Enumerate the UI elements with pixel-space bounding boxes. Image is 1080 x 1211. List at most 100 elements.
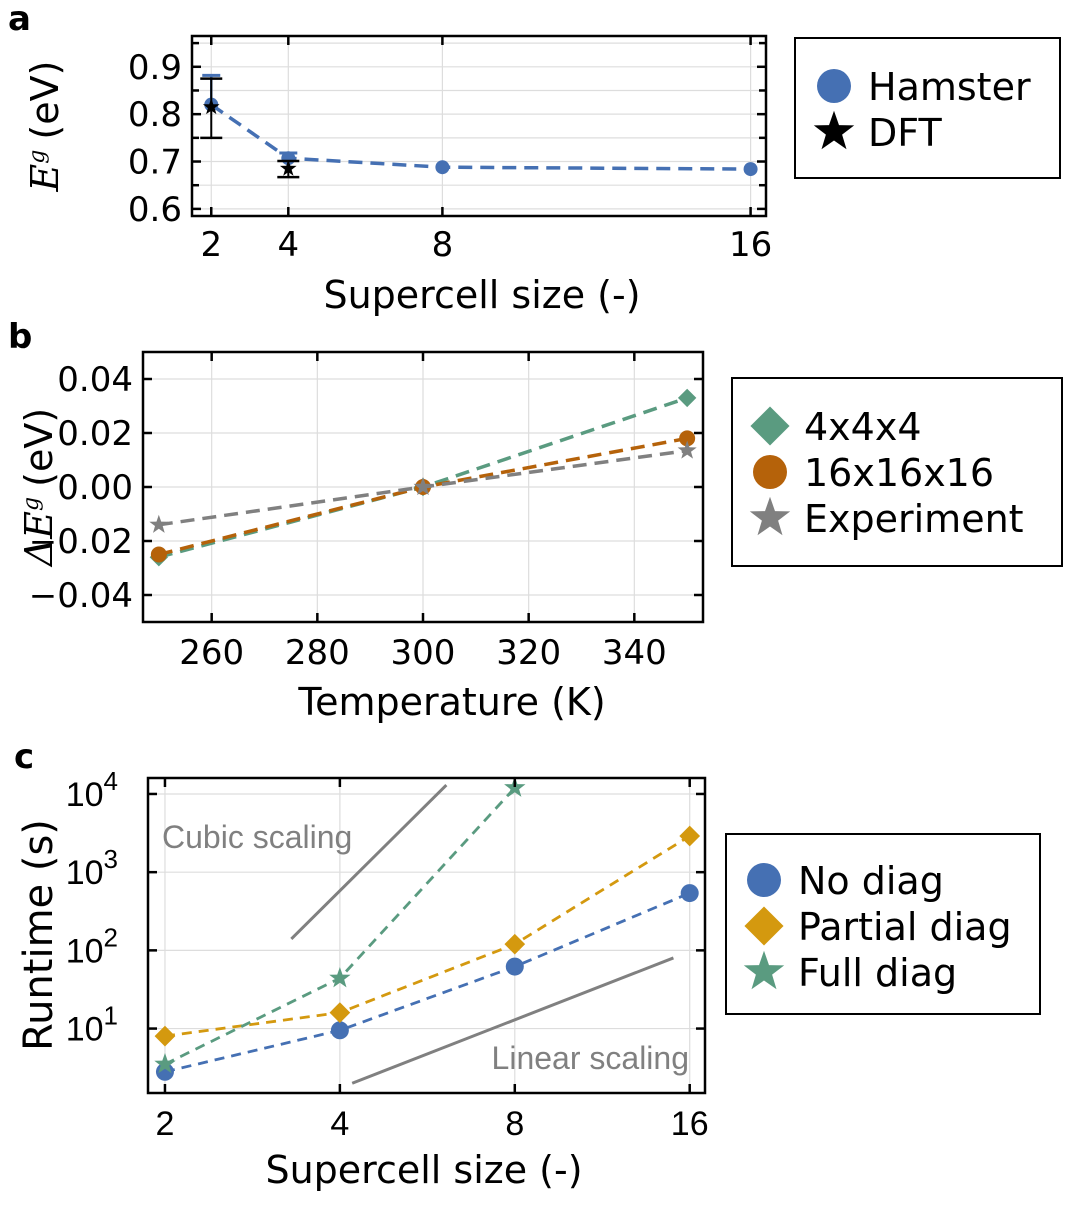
tick-base: 10 [66,854,104,892]
series-line-partial-diag [164,834,691,1038]
y-tick-label: 0.04 [57,360,133,400]
legend-marker-hamster [817,69,851,103]
legend-label-dft: DFT [868,111,942,155]
x-tick-label: 4 [277,225,299,265]
y-tick-label: 0.8 [128,95,182,135]
legend-marker-no-diag [747,863,781,897]
panel-b-marks [149,388,697,567]
panel-a-marks [200,73,758,179]
x-tick-label: 320 [496,633,561,673]
legend-label-partial-diag: Partial diag [798,905,1012,949]
panel-b-ylabel: ΔEg (eV) [17,408,61,568]
panel-b-label: b [8,317,32,357]
tick-exponent: 4 [104,766,118,796]
data-point-hamster [743,162,758,177]
legend-marker-full-diag [743,950,785,990]
panel-c-label: c [14,737,34,777]
legend-label-no-diag: No diag [798,859,944,903]
data-point-no-diag [680,884,699,903]
x-tick-label: 2 [200,225,222,265]
data-point-experiment [677,440,697,459]
y-tick-label: −0.02 [29,522,133,562]
panel-a-ylabel-unit: (eV) [23,61,67,140]
panel-b-xlabel: Temperature (K) [297,680,605,724]
legend-marker-experiment [749,496,791,536]
x-tick-label: 2 [155,1105,174,1143]
data-point-dft [280,159,297,176]
y-tick-label: 0.6 [128,190,182,230]
tick-exponent: 1 [104,1001,118,1031]
legend-label-experiment: Experiment [804,497,1024,541]
y-tick-label: −0.04 [29,576,133,616]
panel-b-ylabel-sub: g [19,497,44,511]
x-tick-label: 300 [391,633,456,673]
y-tick-label: 103 [66,844,118,892]
panel-b: b 260 280 300 320 340−0.04−0.020.000.020.04 … [8,317,1063,724]
tick-exponent: 3 [104,844,118,874]
y-tick-label: 0.02 [57,414,133,454]
x-tick-label: 340 [602,633,667,673]
data-point-16x16x16 [150,546,167,563]
legend-label-hamster: Hamster [868,65,1031,109]
panel-a-xlabel: Supercell size (-) [323,273,640,317]
tick-base: 10 [66,1011,104,1049]
data-point-no-diag [330,1021,349,1040]
svg-text:ΔEg(eV): ΔEg (eV) [17,408,61,568]
panel-a-ylabel-sub: g [25,150,50,164]
data-point-partial-diag [154,1025,176,1047]
legend-marker-partial-diag [744,906,784,946]
reference-line-linear-scaling [351,956,674,1085]
x-tick-label: 16 [729,225,772,265]
legend-label-16x16x16: 16x16x16 [804,451,994,495]
annotation-linear-scaling: Linear scaling [492,1040,689,1076]
panel-c-xlabel: Supercell size (-) [265,1148,582,1192]
data-point-4x4x4 [677,388,697,408]
panel-c-frame [146,776,707,1095]
data-point-hamster [435,160,450,175]
y-tick-label: 101 [66,1001,118,1049]
y-tick-label: 0.00 [57,468,133,508]
y-tick-label: 0.7 [128,143,182,183]
annotation-cubic-scaling: Cubic scaling [162,819,352,855]
panel-a-frame [190,34,768,218]
panel-a-ylabel-main: E [23,163,67,192]
panel-a-ticks: 2 4 8 16 0.6 0.7 0.8 0.9 [128,36,772,265]
series-line-no-diag [164,891,691,1074]
y-tick-label: 0.9 [128,48,182,88]
svg-text:Eg(eV): Eg (eV) [23,61,67,193]
panel-a-legend-box [794,37,1061,179]
panel-c-marks [154,776,701,1081]
legend-marker-dft [813,110,855,150]
panel-b-ticks: 260 280 300 320 340 −0.04 −0.02 0.00 0.02 0.04 [29,352,703,673]
x-tick-label: 280 [285,633,350,673]
reference-line-cubic-scaling [290,783,448,941]
data-point-experiment [413,477,433,496]
data-point-partial-diag [679,825,701,847]
panel-c-ylabel: Runtime (s) [16,819,62,1051]
panel-b-ylabel-unit: (eV) [17,408,61,487]
legend-label-full-diag: Full diag [798,951,957,995]
data-point-experiment [149,514,169,533]
tick-exponent: 2 [104,922,118,952]
tick-base: 10 [66,932,104,970]
data-point-16x16x16 [679,430,696,447]
x-tick-label: 8 [505,1105,524,1143]
series-line-hamster [210,103,751,171]
x-tick-label: 16 [671,1105,709,1143]
x-tick-label: 4 [330,1105,349,1143]
tick-base: 10 [66,776,104,814]
legend-marker-16x16x16 [753,455,787,489]
data-point-full-diag [329,967,351,988]
x-tick-label: 260 [179,633,244,673]
x-tick-label: 8 [432,225,454,265]
legend-marker-4x4x4 [750,406,790,446]
panel-a-ylabel: Eg (eV) [23,61,67,193]
y-tick-label: 102 [66,922,118,970]
y-tick-label: 104 [66,766,118,814]
